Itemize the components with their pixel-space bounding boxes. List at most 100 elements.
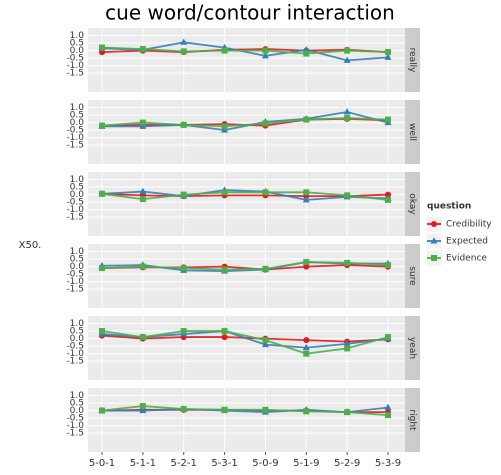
y-tick-label: -1.0	[66, 205, 84, 215]
x-tick-label: 5-0-9	[252, 458, 278, 469]
point	[180, 38, 188, 45]
y-tick-label: 0.5	[70, 183, 84, 193]
point	[180, 406, 187, 413]
y-axis-label: X50.	[19, 240, 42, 251]
series-line	[101, 48, 389, 53]
point	[262, 265, 269, 272]
point	[303, 50, 310, 57]
series-line	[102, 111, 389, 132]
point	[303, 350, 310, 357]
y-tick-label: 1.0	[70, 175, 85, 185]
point	[430, 237, 438, 244]
strip	[405, 172, 420, 236]
y-tick-label: 0.5	[70, 111, 84, 121]
point	[221, 328, 228, 335]
series-line	[101, 117, 389, 128]
strip	[405, 100, 420, 164]
strip	[405, 316, 420, 380]
point	[431, 221, 437, 227]
series-line	[101, 192, 389, 197]
y-tick-label: 1.0	[70, 319, 85, 329]
point	[344, 259, 351, 266]
y-tick-label: -1.5	[66, 213, 84, 223]
point	[221, 189, 228, 196]
y-tick-label: 0.0	[70, 406, 85, 416]
panel-background	[88, 316, 405, 380]
y-tick-label: -1.5	[66, 285, 84, 295]
y-tick-label: -1.5	[66, 69, 84, 79]
y-tick-label: -1.0	[66, 349, 84, 359]
point	[139, 406, 147, 414]
point	[343, 340, 351, 347]
point	[261, 52, 269, 59]
y-tick-label: 0.0	[70, 46, 85, 56]
series-line	[101, 405, 389, 417]
point	[99, 407, 105, 414]
point	[221, 266, 228, 273]
y-tick-label: 0.5	[70, 399, 84, 409]
legend-title: question	[427, 202, 471, 212]
y-tick-label: 0.0	[70, 334, 85, 344]
series-line	[101, 261, 389, 271]
series-line	[101, 330, 389, 355]
point	[180, 191, 187, 198]
strip-label: really	[407, 48, 417, 74]
point	[221, 126, 229, 133]
point	[385, 196, 391, 203]
point	[344, 192, 351, 199]
point	[385, 412, 391, 419]
point	[261, 340, 269, 348]
panel-background	[88, 172, 405, 236]
point	[262, 120, 269, 127]
point	[139, 46, 146, 53]
point	[344, 47, 351, 54]
point	[221, 47, 228, 54]
y-tick-label: -0.5	[66, 342, 84, 352]
strip-label: okay	[407, 193, 417, 215]
strip-label: sure	[407, 266, 417, 286]
strip-label: right	[407, 409, 417, 431]
x-tick-label: 5-0-1	[89, 458, 115, 469]
y-tick-label: -0.5	[66, 198, 84, 208]
point	[385, 334, 391, 341]
point	[303, 408, 310, 415]
point	[302, 343, 310, 351]
y-tick-label: -1.5	[66, 357, 84, 367]
point	[180, 265, 187, 272]
y-tick-label: 1.0	[70, 247, 85, 257]
y-tick-label: -1.0	[66, 421, 84, 431]
point	[344, 345, 351, 352]
point	[99, 122, 105, 129]
y-tick-label: -0.5	[66, 54, 84, 64]
y-tick-label: 0.0	[70, 190, 85, 200]
point	[139, 263, 146, 270]
point	[384, 53, 392, 60]
point	[431, 255, 437, 261]
strip-label: yeah	[407, 337, 417, 359]
y-tick-label: 0.5	[70, 39, 84, 49]
panel-background	[88, 100, 405, 164]
point	[262, 189, 269, 196]
y-tick-label: 1.0	[70, 391, 85, 401]
point	[139, 196, 146, 203]
y-tick-label: 1.0	[70, 31, 85, 41]
point	[221, 123, 228, 130]
point	[139, 122, 147, 129]
point	[139, 119, 146, 126]
legend-label: Credibility	[446, 220, 492, 230]
series-line	[101, 189, 389, 201]
strip	[405, 244, 420, 308]
strip-label: well	[407, 123, 417, 141]
panel-background	[88, 244, 405, 308]
series-line	[101, 46, 389, 55]
point	[221, 334, 228, 341]
y-tick-label: 0.0	[70, 118, 85, 128]
series-line	[101, 191, 389, 201]
point	[385, 262, 391, 269]
point	[385, 49, 391, 56]
point	[303, 337, 310, 344]
point	[384, 403, 392, 411]
y-tick-label: -1.5	[66, 429, 84, 439]
point	[262, 406, 269, 413]
point	[221, 406, 228, 413]
